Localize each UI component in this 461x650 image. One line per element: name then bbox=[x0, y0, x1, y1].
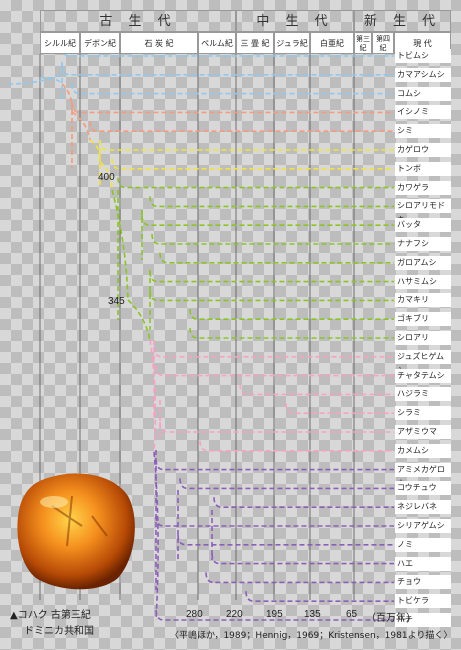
taxon-label: ハジラミ bbox=[395, 387, 451, 402]
branch-line bbox=[89, 121, 394, 132]
period-triassic: 三 畳 紀 bbox=[236, 32, 274, 54]
branch-line bbox=[117, 177, 394, 189]
branch-line bbox=[205, 572, 394, 584]
amber-specimen-photo bbox=[17, 473, 135, 590]
branch-line bbox=[177, 534, 394, 546]
taxon-label: シロアリ bbox=[395, 331, 451, 345]
taxon-label: チャタテムシ bbox=[395, 368, 451, 383]
branch-line bbox=[155, 515, 394, 527]
branch-line bbox=[189, 327, 394, 339]
branch-line bbox=[71, 83, 394, 95]
taxon-label: カワゲラ bbox=[395, 180, 451, 195]
tick-400: 400 bbox=[98, 172, 115, 183]
period-devonian: デボン紀 bbox=[80, 32, 120, 54]
branch-line bbox=[149, 196, 394, 208]
specimen-caption-line1: ▲コハク 古第三紀 bbox=[10, 610, 91, 621]
branch-line bbox=[71, 102, 394, 114]
branch-line bbox=[189, 309, 394, 320]
branch-line bbox=[211, 553, 394, 565]
branch-line bbox=[179, 478, 394, 490]
backbone-segment bbox=[61, 83, 73, 113]
era-paleozoic: 古 生 代 bbox=[40, 10, 236, 32]
taxon-label: ガロアムシ bbox=[395, 255, 451, 270]
taxon-label: カゲロウ bbox=[395, 143, 451, 157]
taxon-label: ハチ bbox=[395, 613, 451, 627]
backbone-segment bbox=[89, 139, 101, 163]
branch-line bbox=[155, 365, 394, 377]
taxon-label: ジュズヒゲムシ bbox=[395, 349, 451, 375]
backbone-segment bbox=[149, 339, 157, 453]
taxon-label: ノミ bbox=[395, 537, 451, 552]
branch-line bbox=[155, 459, 394, 471]
tick-195: 195 bbox=[266, 609, 283, 620]
period-tertiary: 第三紀 bbox=[354, 32, 372, 54]
tick-280: 280 bbox=[186, 609, 203, 620]
branch-line bbox=[99, 139, 394, 151]
era-cenozoic: 新 生 代 bbox=[354, 10, 451, 32]
taxon-label: シミ bbox=[395, 124, 451, 139]
branch-line bbox=[155, 609, 394, 621]
taxon-label: チョウ bbox=[395, 575, 451, 590]
taxon-label: ハサミムシ bbox=[395, 274, 451, 289]
taxon-label: コムシ bbox=[395, 86, 451, 101]
branch-line bbox=[239, 384, 394, 396]
taxon-label: ハエ bbox=[395, 556, 451, 571]
taxon-label: ネジレバネ bbox=[395, 500, 451, 515]
backbone-segment bbox=[7, 73, 63, 85]
backbone-segment bbox=[39, 77, 63, 85]
taxon-label: トビムシ bbox=[395, 49, 451, 63]
period-jurassic: ジュラ紀 bbox=[274, 32, 310, 54]
tick-220: 220 bbox=[226, 609, 243, 620]
source-citation: 〈平嶋ほか，1989；Hennig，1969；Kristensen，1981より… bbox=[170, 631, 453, 641]
taxon-label: アザミウマ bbox=[395, 425, 451, 439]
tick-65: 65 bbox=[346, 609, 358, 620]
unit-million-years: （百万年） bbox=[366, 613, 416, 624]
branch-line bbox=[149, 271, 394, 283]
branch-line bbox=[141, 215, 394, 226]
taxon-label: トンボ bbox=[395, 161, 451, 176]
specimen-caption-line2: ドミニカ共和国 bbox=[24, 626, 94, 637]
taxon-label: カマアシムシ bbox=[395, 67, 451, 82]
period-permian: ペルム紀 bbox=[198, 32, 236, 54]
era-mesozoic: 中 生 代 bbox=[236, 10, 354, 32]
tick-345: 345 bbox=[108, 296, 125, 307]
period-quaternary: 第四紀 bbox=[372, 32, 394, 54]
taxon-label: シロアリモドキ bbox=[395, 199, 451, 224]
branch-line bbox=[245, 591, 394, 602]
taxon-label: ゴキブリ bbox=[395, 312, 451, 327]
taxon-label: コウチュウ bbox=[395, 481, 451, 496]
backbone-segment bbox=[111, 189, 129, 301]
tick-135: 135 bbox=[304, 609, 321, 620]
backbone-segment bbox=[127, 299, 151, 341]
period-silurian: シルル紀 bbox=[40, 32, 80, 54]
taxon-label: シリアゲムシ bbox=[395, 519, 451, 533]
branch-line bbox=[61, 64, 394, 76]
branch-line bbox=[159, 421, 394, 433]
branch-line bbox=[111, 158, 394, 170]
branch-line bbox=[285, 403, 394, 414]
taxon-label: シラミ bbox=[395, 406, 451, 421]
taxon-label: カマキリ bbox=[395, 293, 451, 308]
backbone-segment bbox=[99, 161, 113, 191]
branch-line bbox=[199, 440, 394, 452]
taxon-label: アミメカゲロウ bbox=[395, 462, 451, 488]
taxon-label: イシノミ bbox=[395, 105, 451, 120]
branch-line bbox=[159, 252, 394, 264]
taxon-label: カメムシ bbox=[395, 443, 451, 458]
branch-line bbox=[213, 497, 394, 508]
taxon-label: トビケラ bbox=[395, 594, 451, 609]
branch-line bbox=[149, 290, 394, 302]
branch-line bbox=[151, 233, 394, 245]
taxon-label: ナナフシ bbox=[395, 237, 451, 251]
backbone-segment bbox=[71, 111, 91, 141]
taxon-label: バッタ bbox=[395, 218, 451, 233]
period-cretaceous: 白亜紀 bbox=[310, 32, 354, 54]
period-carboniferous: 石 炭 紀 bbox=[120, 32, 198, 54]
